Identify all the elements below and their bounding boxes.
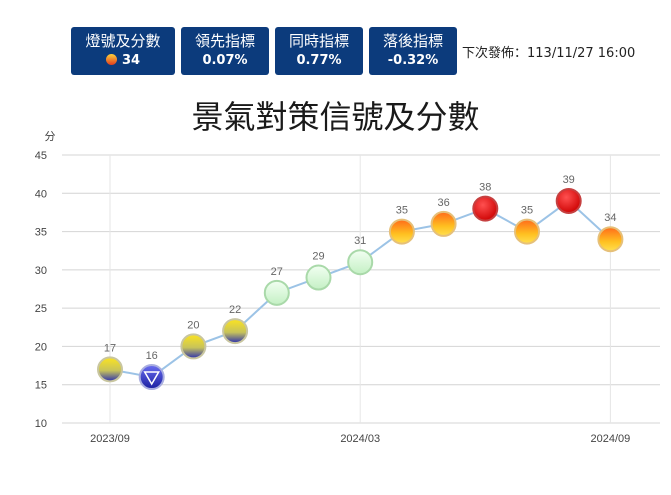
lagging-indicator-value: -0.32% <box>387 53 439 68</box>
data-label: 27 <box>271 266 283 278</box>
leading-indicator-card[interactable]: 領先指標 0.07% <box>181 27 269 75</box>
data-label: 35 <box>396 205 408 217</box>
data-label: 17 <box>104 342 116 354</box>
data-label: 20 <box>187 319 199 331</box>
chart-title: 景氣對策信號及分數 <box>191 98 480 136</box>
signal-marker-yellow-red[interactable] <box>430 210 457 237</box>
y-axis-ticks: 10 15 20 25 30 35 40 45 <box>35 150 47 430</box>
signal-markers <box>97 187 624 391</box>
data-label: 35 <box>521 205 533 217</box>
coincident-indicator-value: 0.77% <box>296 53 342 68</box>
signal-marker-red[interactable] <box>555 187 582 214</box>
signal-marker-yellow-blue[interactable] <box>97 356 123 383</box>
lagging-indicator-card[interactable]: 落後指標 -0.32% <box>369 27 457 75</box>
y-tick-label: 15 <box>35 380 47 392</box>
x-tick-label: 2023/09 <box>90 433 130 445</box>
y-tick-label: 45 <box>35 150 47 162</box>
signal-marker-yellow-blue[interactable] <box>222 318 249 345</box>
signal-marker-green[interactable] <box>305 264 332 291</box>
signal-score-label: 燈號及分數 <box>85 32 161 50</box>
signal-marker-green[interactable] <box>347 249 374 276</box>
down-triangle-icon <box>143 371 161 386</box>
signal-marker-green[interactable] <box>263 279 290 306</box>
x-tick-label: 2024/09 <box>591 433 631 445</box>
y-tick-label: 35 <box>35 227 47 239</box>
data-labels: 17 16 20 22 27 29 31 35 36 38 35 39 34 <box>104 174 617 362</box>
y-tick-label: 10 <box>35 418 47 430</box>
data-label: 39 <box>563 174 575 186</box>
next-release-text: 下次發佈：113/11/27 16:00 <box>462 46 636 61</box>
data-label: 22 <box>229 304 241 316</box>
signal-marker-yellow-red[interactable] <box>514 218 540 245</box>
x-axis-ticks: 2023/09 2024/03 2024/09 <box>90 433 630 445</box>
data-label: 29 <box>312 251 324 263</box>
y-axis-label: 分 <box>45 130 56 143</box>
x-tick-label: 2024/03 <box>340 433 380 445</box>
y-tick-label: 30 <box>35 265 47 277</box>
y-tick-label: 20 <box>35 341 47 353</box>
data-label: 31 <box>354 235 366 247</box>
coincident-indicator-label: 同時指標 <box>288 32 349 50</box>
signal-marker-yellow-blue[interactable] <box>180 333 207 360</box>
data-label: 34 <box>604 212 616 224</box>
signal-score-value: 34 <box>121 53 141 68</box>
signal-marker-yellow-red[interactable] <box>388 218 415 245</box>
data-label: 36 <box>437 197 449 209</box>
lagging-indicator-label: 落後指標 <box>382 32 443 50</box>
leading-indicator-value: 0.07% <box>202 53 248 68</box>
signal-marker-blue[interactable] <box>138 364 165 391</box>
coincident-indicator-card[interactable]: 同時指標 0.77% <box>275 27 363 75</box>
yellow-red-light-icon <box>105 54 117 65</box>
leading-indicator-label: 領先指標 <box>194 32 255 50</box>
signal-score-card[interactable]: 燈號及分數 34 <box>71 27 175 75</box>
y-tick-label: 25 <box>35 303 47 315</box>
data-label: 16 <box>146 350 158 362</box>
y-tick-label: 40 <box>35 188 47 200</box>
indicator-cards: 燈號及分數 34 領先指標 0.07% 同時指標 0.77% 落後指標 -0.3… <box>71 27 457 75</box>
signal-marker-yellow-red[interactable] <box>597 226 624 253</box>
data-label: 38 <box>479 182 491 194</box>
signal-marker-red[interactable] <box>472 195 499 222</box>
